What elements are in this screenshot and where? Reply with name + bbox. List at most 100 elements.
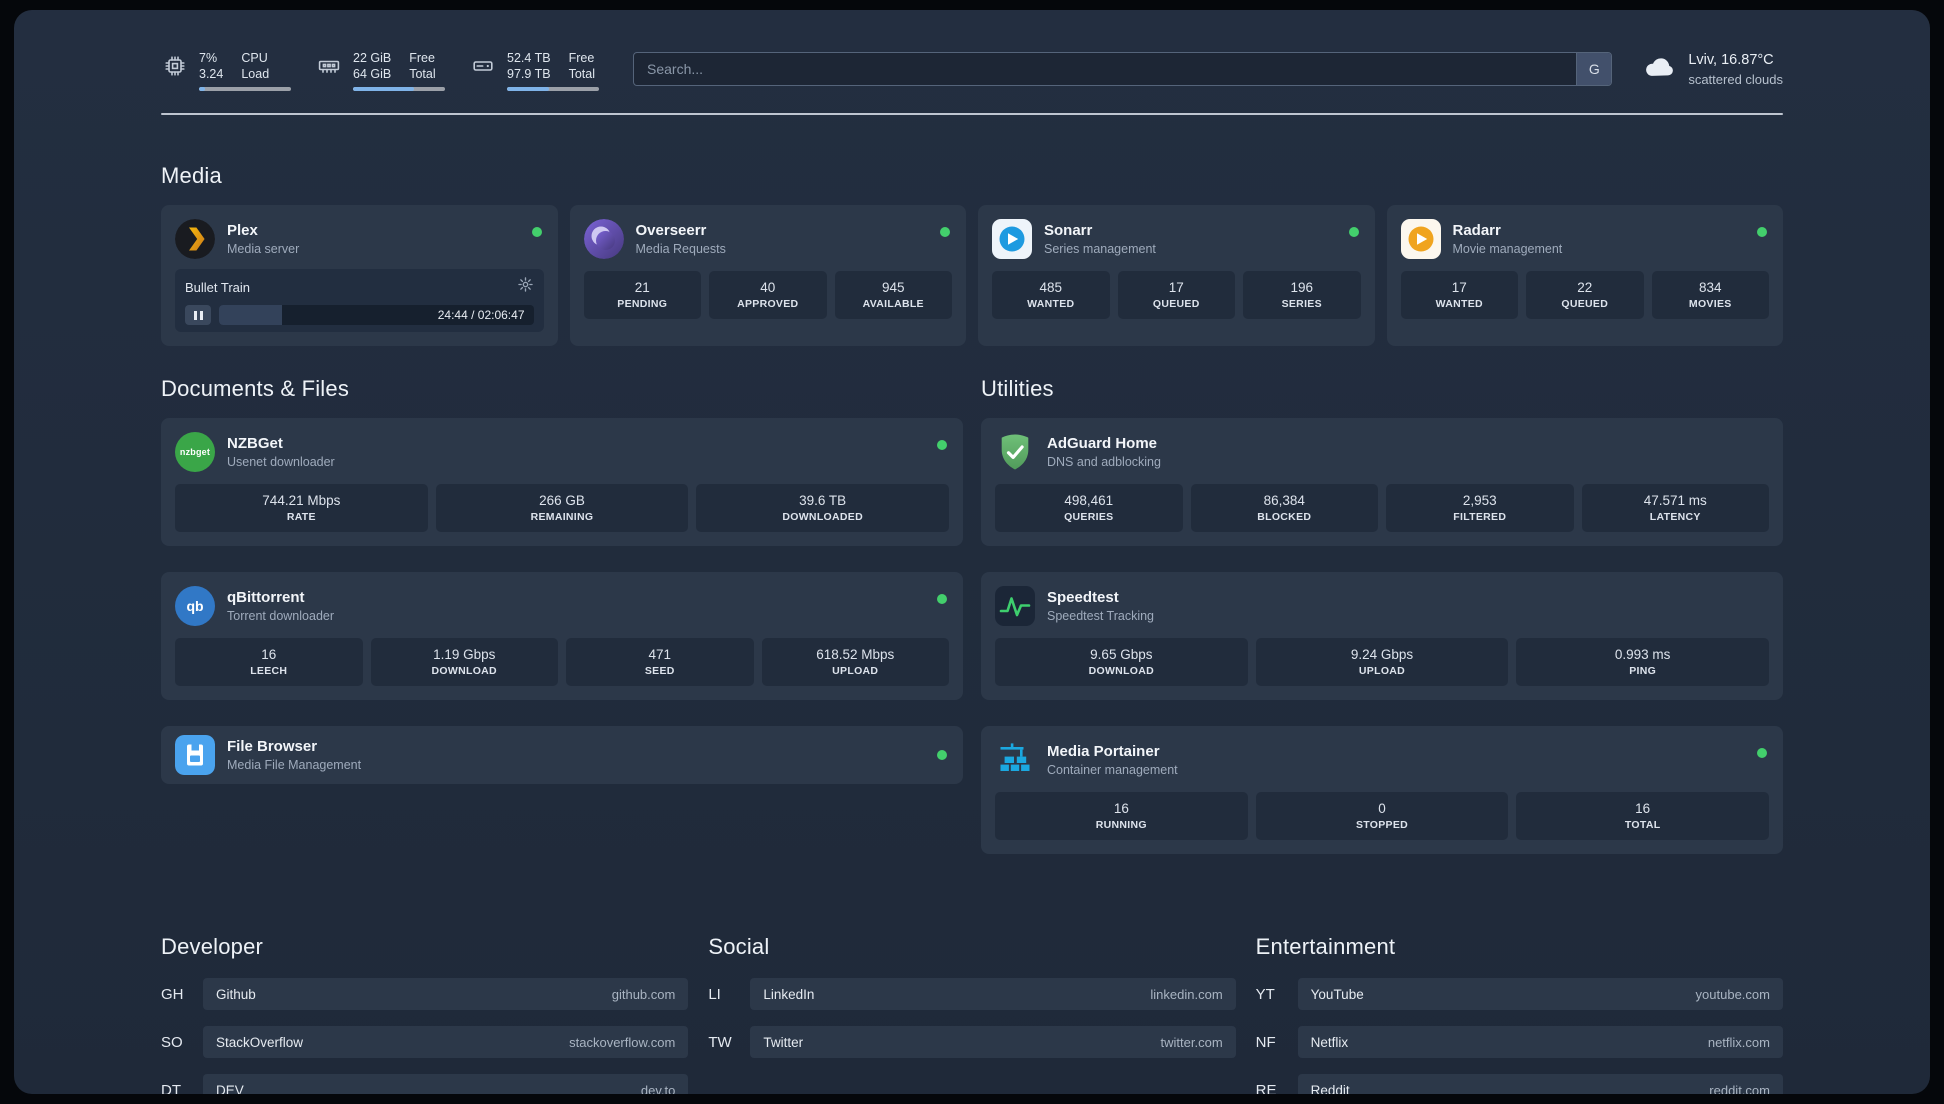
search-input[interactable]: [633, 52, 1613, 86]
stat-tile: 9.24 Gbps UPLOAD: [1255, 638, 1509, 686]
stat-tile: 17 QUEUED: [1117, 271, 1235, 319]
stat-label: AVAILABLE: [862, 298, 924, 310]
search-engine-button[interactable]: G: [1576, 53, 1612, 85]
stat-tile: 834 MOVIES: [1651, 271, 1769, 319]
pause-button[interactable]: [185, 305, 211, 325]
status-dot: [531, 227, 542, 237]
service-card-filebrowser[interactable]: File Browser Media File Management: [161, 726, 963, 784]
ram-icon: [315, 52, 343, 80]
stat-label: REMAINING: [530, 511, 594, 523]
stat-value: 498,461: [1064, 493, 1114, 508]
ram-label-1: Free: [409, 51, 435, 65]
plex-icon: [175, 219, 215, 259]
filebrowser-icon: [175, 735, 215, 775]
cpu-usage-fill: [199, 87, 206, 91]
ram-widget: 22 GiB 64 GiB Free Total: [315, 50, 445, 91]
disk-values: 52.4 TB 97.9 TB: [507, 50, 551, 82]
service-card-nzbget[interactable]: nzbget NZBGet Usenet downloader 744.21 M…: [161, 418, 963, 546]
playback-progress-bar[interactable]: 24:44 / 02:06:47: [219, 305, 534, 325]
service-card-portainer[interactable]: Media Portainer Container management 16 …: [981, 726, 1783, 854]
stat-label: APPROVED: [737, 298, 799, 310]
service-card-adguard[interactable]: AdGuard Home DNS and adblocking 498,461 …: [981, 418, 1783, 546]
bookmark-abbr: SO: [161, 1033, 183, 1051]
qbittorrent-icon: qb: [175, 586, 215, 626]
dashboard-panel: 7% 3.24 CPU Load: [14, 10, 1930, 1094]
header-divider: [161, 113, 1783, 115]
cpu-label-2: Load: [241, 67, 270, 81]
status-dot: [1757, 227, 1767, 237]
stat-tile: 21 PENDING: [583, 271, 701, 319]
stat-value: 40: [760, 280, 776, 295]
stat-tile: 39.6 TB DOWNLOADED: [696, 484, 949, 532]
bookmark-row: GH Github github.com: [161, 978, 689, 1010]
bookmark-row: LI LinkedIn linkedin.com: [708, 978, 1236, 1010]
service-description: Series management: [1044, 242, 1156, 256]
stat-value: 2,953: [1462, 493, 1497, 508]
bookmark-url: github.com: [611, 986, 676, 1002]
bookmark-link-dev[interactable]: DEV dev.to: [203, 1074, 689, 1094]
bookmark-link-linkedin[interactable]: LinkedIn linkedin.com: [750, 978, 1236, 1010]
weather-location: Lviv, 16.87°C: [1688, 51, 1774, 68]
service-name: qBittorrent: [227, 589, 305, 606]
service-description: DNS and adblocking: [1047, 455, 1161, 469]
section-title-utilities: Utilities: [981, 376, 1054, 401]
bookmark-abbr: DT: [161, 1081, 181, 1095]
service-card-sonarr[interactable]: Sonarr Series management 485 WANTED 17 Q…: [978, 205, 1375, 346]
stat-label: SERIES: [1281, 298, 1322, 310]
bookmark-link-stackoverflow[interactable]: StackOverflow stackoverflow.com: [203, 1026, 689, 1058]
stat-label: RATE: [286, 511, 316, 523]
media-grid: Plex Media server Bullet Train: [161, 205, 1783, 346]
stat-tile: 744.21 Mbps RATE: [175, 484, 428, 532]
stat-value: 17: [1168, 280, 1184, 295]
bookmark-link-twitter[interactable]: Twitter twitter.com: [750, 1026, 1236, 1058]
bookmark-link-netflix[interactable]: Netflix netflix.com: [1297, 1026, 1783, 1058]
stat-value: 16: [1113, 801, 1129, 816]
service-name: Sonarr: [1044, 222, 1093, 239]
stat-value: 16: [1635, 801, 1651, 816]
service-card-qbittorrent[interactable]: qb qBittorrent Torrent downloader 16 LEE…: [161, 572, 963, 700]
stat-value: 196: [1290, 280, 1314, 295]
section-media: Media Plex Media server: [161, 163, 1783, 346]
stat-label: UPLOAD: [832, 665, 879, 677]
speedtest-icon: [995, 586, 1035, 626]
stat-value: 16: [261, 647, 277, 662]
cloud-icon: [1642, 50, 1676, 89]
bookmark-link-youtube[interactable]: YouTube youtube.com: [1297, 978, 1783, 1010]
service-card-overseerr[interactable]: Overseerr Media Requests 21 PENDING 40 A…: [569, 205, 966, 346]
ram-labels: Free Total: [409, 50, 435, 82]
stat-tile: 9.65 Gbps DOWNLOAD: [995, 638, 1248, 686]
service-description: Media server: [227, 242, 300, 256]
bookmark-url: reddit.com: [1709, 1082, 1770, 1095]
stat-label: MOVIES: [1688, 298, 1732, 310]
bookmark-row: DT DEV dev.to: [161, 1074, 689, 1095]
bookmark-abbr: YT: [1255, 985, 1275, 1003]
service-card-plex[interactable]: Plex Media server Bullet Train: [161, 205, 558, 346]
bookmark-name: Twitter: [763, 1034, 804, 1050]
bookmark-link-reddit[interactable]: Reddit reddit.com: [1297, 1074, 1783, 1095]
now-playing-title: Bullet Train: [185, 279, 251, 295]
radarr-icon: [1400, 219, 1441, 259]
gear-icon[interactable]: [517, 276, 534, 298]
cpu-label-1: CPU: [241, 51, 268, 65]
bookmark-link-github[interactable]: Github github.com: [203, 978, 689, 1010]
bookmark-abbr: RE: [1255, 1081, 1277, 1095]
bookmark-row: TW Twitter twitter.com: [708, 1026, 1236, 1058]
bookmark-url: linkedin.com: [1150, 986, 1223, 1002]
stat-tile: 498,461 QUERIES: [995, 484, 1183, 532]
stat-value: 47.571 ms: [1643, 493, 1707, 508]
service-card-speedtest[interactable]: Speedtest Speedtest Tracking 9.65 Gbps D…: [981, 572, 1783, 700]
stat-label: RUNNING: [1095, 819, 1147, 831]
service-card-radarr[interactable]: Radarr Movie management 17 WANTED 22 QUE…: [1386, 205, 1783, 346]
cpu-usage-value: 7%: [199, 51, 218, 65]
bookmark-name: Reddit: [1310, 1082, 1350, 1095]
stat-tile: 0.993 ms PING: [1516, 638, 1769, 686]
bookmark-name: LinkedIn: [763, 986, 815, 1002]
service-stats: 744.21 Mbps RATE 266 GB REMAINING 39.6 T…: [175, 484, 949, 532]
stat-label: STOPPED: [1355, 819, 1409, 831]
disk-usage-bar: [507, 87, 599, 91]
adguard-icon: [995, 432, 1035, 472]
stat-label: UPLOAD: [1358, 665, 1406, 677]
service-description: Media Requests: [635, 242, 726, 256]
stat-label: LEECH: [250, 665, 288, 677]
stat-tile: 266 GB REMAINING: [435, 484, 689, 532]
